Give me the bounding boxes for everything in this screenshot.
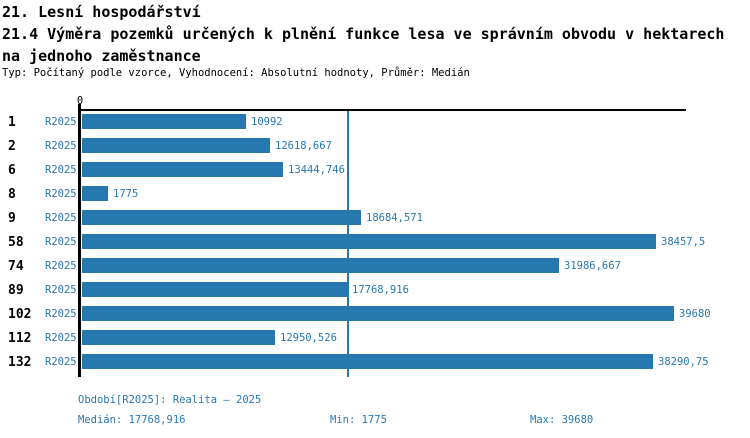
bar-value-label: 10992 xyxy=(251,116,283,128)
bar xyxy=(82,258,559,273)
row-series-label: R2025 xyxy=(45,116,77,128)
row-category-label: 58 xyxy=(8,235,24,250)
row-category-label: 74 xyxy=(8,259,24,274)
bar-value-label: 1775 xyxy=(113,188,139,200)
bar xyxy=(82,210,361,225)
row-category-label: 9 xyxy=(8,211,16,226)
footer-median-label: Medián: 17768,916 xyxy=(78,414,186,426)
bar xyxy=(82,330,275,345)
row-series-label: R2025 xyxy=(45,140,77,152)
bar-value-label: 39680 xyxy=(679,308,711,320)
bar xyxy=(82,186,108,201)
bar xyxy=(82,114,246,129)
bar-value-label: 12950,526 xyxy=(280,332,337,344)
row-category-label: 102 xyxy=(8,307,32,322)
bar xyxy=(82,354,653,369)
row-series-label: R2025 xyxy=(45,260,77,272)
row-category-label: 132 xyxy=(8,355,32,370)
row-series-label: R2025 xyxy=(45,164,77,176)
row-series-label: R2025 xyxy=(45,236,77,248)
report-title-line3: na jednoho zaměstnance xyxy=(2,47,201,65)
bar-value-label: 13444,746 xyxy=(288,164,345,176)
bar xyxy=(82,282,347,297)
row-series-label: R2025 xyxy=(45,332,77,344)
footer-max-label: Max: 39680 xyxy=(530,414,594,426)
bar-value-label: 31986,667 xyxy=(564,260,621,272)
bar-value-label: 17768,916 xyxy=(352,284,409,296)
row-series-label: R2025 xyxy=(45,212,77,224)
row-category-label: 1 xyxy=(8,115,16,130)
report-title-line1: 21. Lesní hospodářství xyxy=(2,3,201,21)
row-category-label: 2 xyxy=(8,139,16,154)
x-axis-line xyxy=(79,109,686,111)
bar-value-label: 38290,75 xyxy=(658,356,709,368)
report-title-line2: 21.4 Výměra pozemků určených k plnění fu… xyxy=(2,25,725,43)
row-series-label: R2025 xyxy=(45,308,77,320)
bar-value-label: 12618,667 xyxy=(275,140,332,152)
row-series-label: R2025 xyxy=(45,188,77,200)
bar-value-label: 18684,571 xyxy=(366,212,423,224)
bar-value-label: 38457,5 xyxy=(661,236,706,248)
bar xyxy=(82,234,656,249)
row-series-label: R2025 xyxy=(45,356,77,368)
footer-min-label: Min: 1775 xyxy=(330,414,387,426)
axis-zero-tick-label: 0 xyxy=(76,95,84,107)
bar xyxy=(82,162,283,177)
row-category-label: 6 xyxy=(8,163,16,178)
footer-period-label: Období[R2025]: Realita – 2025 xyxy=(78,394,262,406)
y-axis-line xyxy=(78,104,81,377)
row-category-label: 8 xyxy=(8,187,16,202)
row-category-label: 112 xyxy=(8,331,32,346)
report-subtitle: Typ: Počítaný podle vzorce, Vyhodnocení:… xyxy=(2,67,470,79)
row-category-label: 89 xyxy=(8,283,24,298)
bar xyxy=(82,306,674,321)
bar xyxy=(82,138,270,153)
row-series-label: R2025 xyxy=(45,284,77,296)
